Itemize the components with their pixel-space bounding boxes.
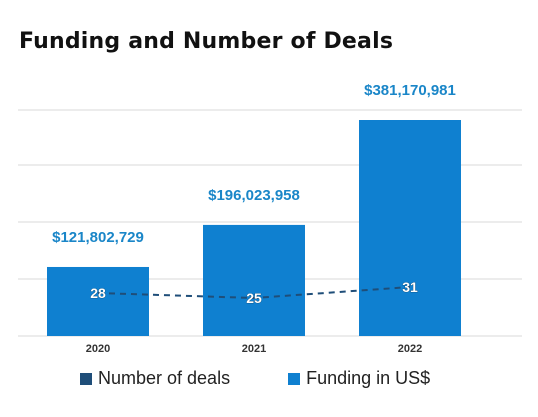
bar-value-labels: $121,802,729 $196,023,958 $381,170,981 (52, 82, 456, 246)
deals-line (97, 286, 411, 300)
deals-line-layer (97, 286, 411, 300)
funding-value-label: $381,170,981 (364, 82, 456, 99)
funding-value-label: $196,023,958 (208, 187, 300, 204)
x-tick-label: 2020 (86, 343, 110, 355)
x-axis-ticks: 2020 2021 2022 (86, 343, 422, 355)
x-tick-label: 2022 (398, 343, 422, 355)
funding-bar (47, 266, 149, 336)
funding-value-label: $121,802,729 (52, 229, 144, 246)
legend-item-deals: Number of deals (80, 368, 230, 389)
deal-count-label: 28 (90, 285, 106, 301)
bars (47, 120, 461, 336)
legend-label-funding: Funding in US$ (306, 368, 431, 388)
legend-label-deals: Number of deals (98, 368, 231, 388)
deal-count-label: 25 (246, 290, 262, 306)
deal-count-label: 31 (402, 279, 418, 295)
chart-title: Funding and Number of Deals (19, 29, 394, 54)
legend-swatch-funding (288, 372, 301, 385)
deal-count-labels: 28 25 31 (90, 279, 418, 307)
legend-swatch-deals (80, 372, 92, 385)
funding-bar (203, 224, 305, 336)
funding-bar (359, 120, 461, 336)
legend-item-funding: Funding in US$ (288, 368, 430, 389)
x-tick-label: 2021 (242, 343, 266, 355)
legend: Number of deals Funding in US$ (80, 368, 488, 389)
